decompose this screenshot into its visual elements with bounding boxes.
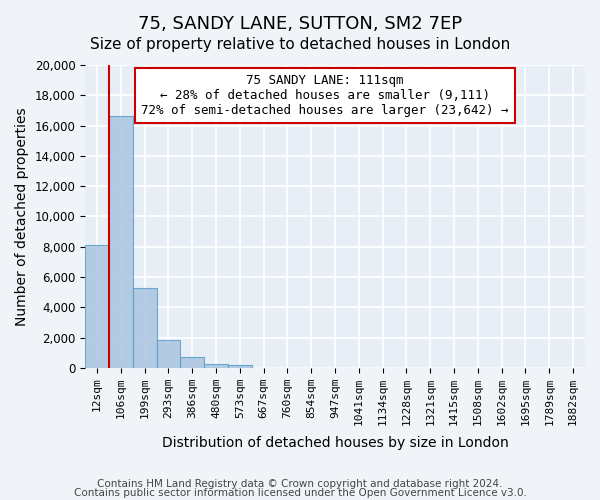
Bar: [133, 288, 157, 368]
Text: Size of property relative to detached houses in London: Size of property relative to detached ho…: [90, 38, 510, 52]
Bar: [204, 364, 228, 368]
Bar: [109, 116, 133, 368]
Bar: [157, 340, 181, 368]
Bar: [228, 365, 252, 368]
Text: Contains HM Land Registry data © Crown copyright and database right 2024.: Contains HM Land Registry data © Crown c…: [97, 479, 503, 489]
Y-axis label: Number of detached properties: Number of detached properties: [15, 107, 29, 326]
Text: 75 SANDY LANE: 111sqm
← 28% of detached houses are smaller (9,111)
72% of semi-d: 75 SANDY LANE: 111sqm ← 28% of detached …: [142, 74, 509, 117]
Bar: [85, 245, 109, 368]
Bar: [181, 358, 204, 368]
Text: 75, SANDY LANE, SUTTON, SM2 7EP: 75, SANDY LANE, SUTTON, SM2 7EP: [138, 15, 462, 33]
Text: Contains public sector information licensed under the Open Government Licence v3: Contains public sector information licen…: [74, 488, 526, 498]
X-axis label: Distribution of detached houses by size in London: Distribution of detached houses by size …: [162, 436, 508, 450]
